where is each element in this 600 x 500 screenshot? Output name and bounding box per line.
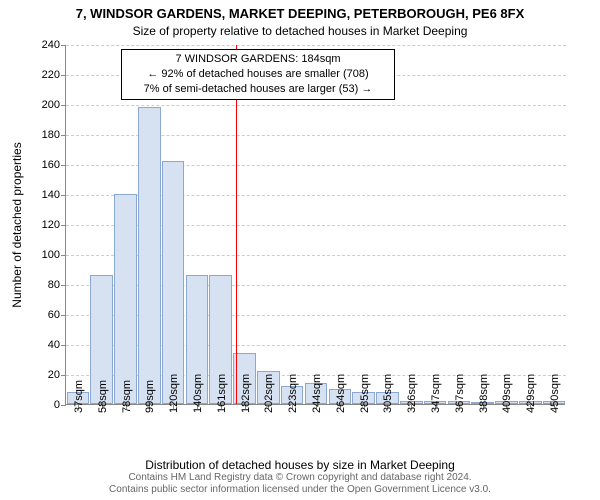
- xtick-label: 244sqm: [311, 374, 323, 413]
- xtick-label: 450sqm: [549, 374, 561, 413]
- ytick-mark: [61, 165, 66, 166]
- annotation-box: 7 WINDSOR GARDENS: 184sqm ← 92% of detac…: [121, 49, 395, 100]
- ytick-label: 240: [25, 39, 60, 51]
- ytick-mark: [61, 135, 66, 136]
- ytick-label: 180: [25, 129, 60, 141]
- annotation-line: 7% of semi-detached houses are larger (5…: [128, 82, 388, 97]
- xtick-label: 347sqm: [430, 374, 442, 413]
- xtick-label: 140sqm: [192, 374, 204, 413]
- attribution: Contains HM Land Registry data © Crown c…: [0, 472, 600, 496]
- xtick-label: 285sqm: [359, 374, 371, 413]
- histogram-bar: [138, 107, 161, 404]
- annotation-line: ← 92% of detached houses are smaller (70…: [128, 67, 388, 82]
- histogram-bar: [162, 161, 185, 404]
- xtick-label: 78sqm: [121, 380, 133, 413]
- y-axis-label: Number of detached properties: [10, 142, 24, 307]
- xtick-label: 58sqm: [97, 380, 109, 413]
- ytick-label: 80: [25, 279, 60, 291]
- xtick-label: 223sqm: [287, 374, 299, 413]
- xtick-label: 202sqm: [263, 374, 275, 413]
- gridline: [66, 105, 566, 106]
- xtick-label: 182sqm: [240, 374, 252, 413]
- xtick-label: 326sqm: [406, 374, 418, 413]
- x-axis-label: Distribution of detached houses by size …: [0, 458, 600, 472]
- ytick-label: 120: [25, 219, 60, 231]
- xtick-label: 429sqm: [525, 374, 537, 413]
- ytick-mark: [61, 195, 66, 196]
- plot-area: 7 WINDSOR GARDENS: 184sqm ← 92% of detac…: [65, 45, 565, 405]
- chart-container: 7, WINDSOR GARDENS, MARKET DEEPING, PETE…: [0, 0, 600, 500]
- chart-subtitle: Size of property relative to detached ho…: [0, 24, 600, 38]
- ytick-mark: [61, 75, 66, 76]
- xtick-label: 388sqm: [478, 374, 490, 413]
- ytick-mark: [61, 405, 66, 406]
- xtick-label: 305sqm: [382, 374, 394, 413]
- attribution-line: Contains public sector information licen…: [0, 484, 600, 496]
- ytick-mark: [61, 45, 66, 46]
- ytick-mark: [61, 375, 66, 376]
- annotation-line: 7 WINDSOR GARDENS: 184sqm: [128, 52, 388, 67]
- xtick-label: 99sqm: [144, 380, 156, 413]
- xtick-label: 161sqm: [216, 374, 228, 413]
- ytick-label: 200: [25, 99, 60, 111]
- chart-title: 7, WINDSOR GARDENS, MARKET DEEPING, PETE…: [0, 6, 600, 21]
- ytick-mark: [61, 225, 66, 226]
- ytick-label: 0: [25, 399, 60, 411]
- ytick-label: 40: [25, 339, 60, 351]
- gridline: [66, 45, 566, 46]
- ytick-label: 220: [25, 69, 60, 81]
- ytick-label: 60: [25, 309, 60, 321]
- xtick-label: 264sqm: [335, 374, 347, 413]
- ytick-mark: [61, 255, 66, 256]
- attribution-line: Contains HM Land Registry data © Crown c…: [0, 472, 600, 484]
- ytick-mark: [61, 315, 66, 316]
- ytick-mark: [61, 105, 66, 106]
- ytick-mark: [61, 285, 66, 286]
- ytick-label: 140: [25, 189, 60, 201]
- xtick-label: 37sqm: [73, 380, 85, 413]
- ytick-label: 160: [25, 159, 60, 171]
- ytick-label: 100: [25, 249, 60, 261]
- xtick-label: 409sqm: [501, 374, 513, 413]
- xtick-label: 120sqm: [168, 374, 180, 413]
- xtick-label: 367sqm: [454, 374, 466, 413]
- ytick-mark: [61, 345, 66, 346]
- ytick-label: 20: [25, 369, 60, 381]
- histogram-bar: [114, 194, 137, 404]
